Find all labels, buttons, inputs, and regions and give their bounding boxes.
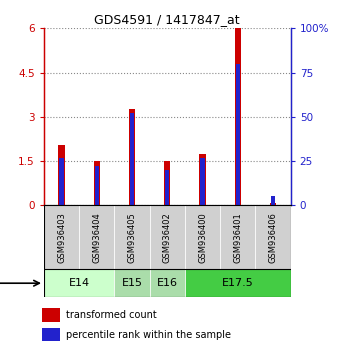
- Bar: [185, 205, 220, 269]
- Text: GSM936404: GSM936404: [92, 212, 101, 263]
- Bar: [42, 328, 60, 341]
- Bar: [129, 109, 135, 205]
- Bar: [270, 203, 276, 205]
- Bar: [79, 205, 115, 269]
- Text: E15: E15: [122, 278, 143, 288]
- Text: GSM936400: GSM936400: [198, 212, 207, 263]
- Bar: [164, 161, 170, 205]
- Bar: [220, 205, 256, 269]
- Bar: [130, 113, 134, 205]
- Text: percentile rank within the sample: percentile rank within the sample: [66, 330, 231, 340]
- Bar: [44, 269, 115, 297]
- Text: GSM936402: GSM936402: [163, 212, 172, 263]
- Bar: [235, 28, 241, 205]
- Text: GSM936403: GSM936403: [57, 212, 66, 263]
- Text: GSM936406: GSM936406: [269, 212, 277, 263]
- Bar: [44, 205, 79, 269]
- Bar: [150, 205, 185, 269]
- Bar: [256, 205, 291, 269]
- Text: GSM936401: GSM936401: [233, 212, 242, 263]
- Bar: [58, 145, 65, 205]
- Text: E16: E16: [157, 278, 178, 288]
- Bar: [42, 308, 60, 322]
- Bar: [94, 161, 100, 205]
- Text: transformed count: transformed count: [66, 310, 156, 320]
- Bar: [271, 196, 275, 205]
- Bar: [236, 64, 240, 205]
- Bar: [59, 158, 64, 205]
- Bar: [95, 166, 99, 205]
- Bar: [200, 158, 205, 205]
- Text: E17.5: E17.5: [222, 278, 254, 288]
- Bar: [185, 269, 291, 297]
- Bar: [150, 269, 185, 297]
- Text: E14: E14: [69, 278, 90, 288]
- Bar: [199, 154, 206, 205]
- Bar: [115, 205, 150, 269]
- Bar: [165, 170, 169, 205]
- Bar: [115, 269, 150, 297]
- Text: GSM936405: GSM936405: [127, 212, 137, 263]
- Title: GDS4591 / 1417847_at: GDS4591 / 1417847_at: [95, 13, 240, 26]
